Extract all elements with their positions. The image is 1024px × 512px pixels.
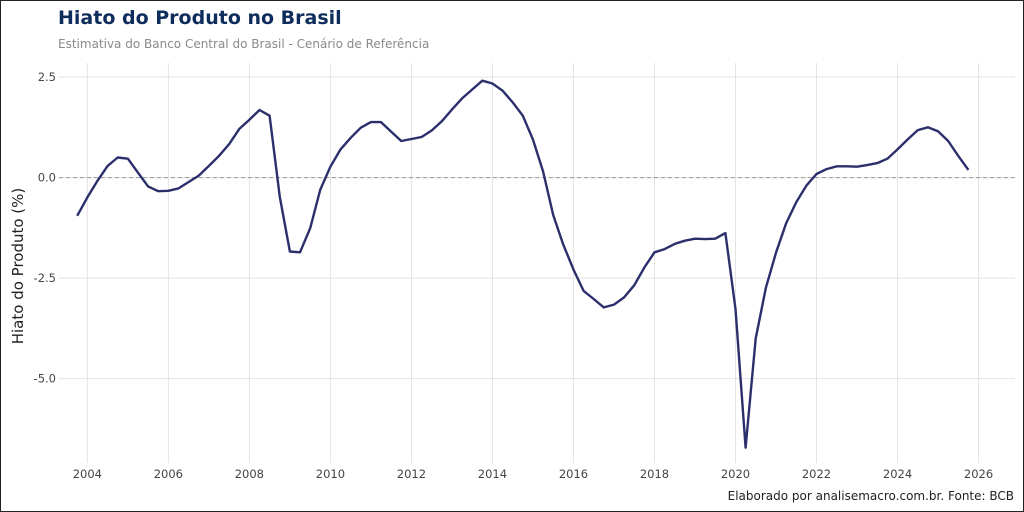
output-gap-line — [76, 79, 970, 449]
y-tick-label: 0.0 — [38, 171, 56, 185]
x-tick-label: 2012 — [397, 467, 426, 481]
y-tick-label: -5.0 — [34, 372, 56, 386]
x-tick-label: 2022 — [802, 467, 831, 481]
x-tick-label: 2006 — [154, 467, 183, 481]
x-tick-label: 2024 — [883, 467, 912, 481]
chart-subtitle: Estimativa do Banco Central do Brasil - … — [58, 37, 430, 51]
x-tick-label: 2004 — [73, 467, 102, 481]
x-tick-label: 2008 — [235, 467, 264, 481]
y-tick-label: 2.5 — [38, 70, 56, 84]
x-tick-label: 2016 — [559, 467, 588, 481]
x-tick-label: 2020 — [721, 467, 750, 481]
y-tick-label: -2.5 — [34, 271, 56, 285]
x-tick-label: 2010 — [316, 467, 345, 481]
chart-caption: Elaborado por analisemacro.com.br. Fonte… — [727, 489, 1014, 503]
x-tick-label: 2018 — [640, 467, 669, 481]
x-tick-label: 2026 — [964, 467, 993, 481]
x-tick-label: 2014 — [478, 467, 507, 481]
chart-title: Hiato do Produto no Brasil — [58, 7, 342, 29]
